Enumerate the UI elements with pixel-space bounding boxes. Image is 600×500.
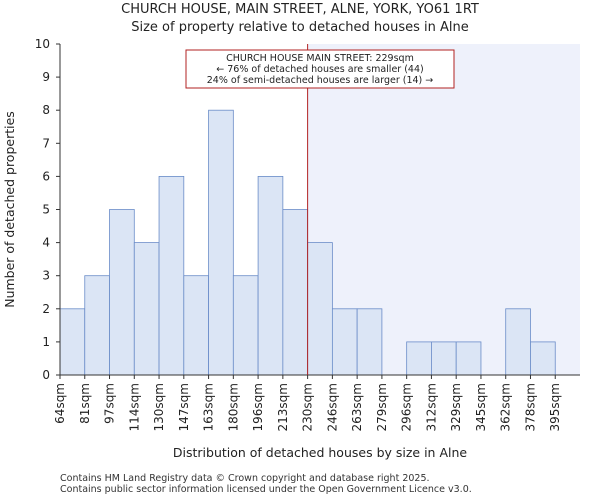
- x-tick-label: 263sqm: [350, 383, 364, 431]
- y-tick-label: 10: [35, 37, 50, 51]
- x-axis-title: Distribution of detached houses by size …: [173, 445, 468, 460]
- y-tick-label: 5: [42, 203, 50, 217]
- annotation-title: CHURCH HOUSE MAIN STREET: 229sqm: [226, 53, 414, 64]
- bar-312sqm: [431, 341, 457, 376]
- bar-246sqm: [331, 308, 358, 376]
- x-tick-label: 395sqm: [548, 383, 562, 431]
- x-tick-label: 296sqm: [400, 383, 414, 431]
- bar-130sqm: [158, 175, 185, 376]
- x-tick-label: 163sqm: [202, 383, 216, 431]
- x-tick-label: 213sqm: [276, 383, 290, 431]
- y-tick-label: 0: [42, 368, 50, 382]
- y-tick-label: 1: [42, 335, 50, 349]
- footer-line-1: Contains HM Land Registry data © Crown c…: [60, 473, 430, 484]
- bar-329sqm: [455, 341, 482, 376]
- histogram-chart: 0 1 2 3 4 5 6 7 8 9 10 64sqm 81sqm 97sqm 114sqm 130sqm 1…: [2, 37, 580, 460]
- x-tick-label: 362sqm: [499, 383, 513, 431]
- bar-147sqm: [183, 275, 209, 376]
- bar-114sqm: [133, 242, 160, 376]
- x-tick-label: 196sqm: [251, 383, 265, 431]
- x-tick-label: 329sqm: [449, 383, 463, 431]
- chart-title: CHURCH HOUSE, MAIN STREET, ALNE, YORK, Y…: [121, 2, 479, 17]
- x-tick-label: 230sqm: [301, 383, 315, 431]
- x-tick-label: 180sqm: [226, 383, 240, 431]
- bar-81sqm: [84, 275, 110, 376]
- bar-180sqm: [232, 275, 259, 376]
- x-tick-label: 312sqm: [424, 383, 438, 431]
- bar-163sqm: [208, 109, 234, 376]
- bar-230sqm: [307, 242, 333, 376]
- y-tick-label: 3: [42, 269, 50, 283]
- y-tick-label: 8: [42, 103, 50, 117]
- bar-213sqm: [282, 209, 309, 376]
- bar-97sqm: [109, 209, 135, 376]
- x-tick-label: 130sqm: [152, 383, 166, 431]
- annotation-box: [185, 49, 455, 89]
- x-tick-label: 81sqm: [78, 383, 92, 424]
- bar-64sqm: [59, 308, 86, 376]
- x-tick-label: 345sqm: [474, 383, 488, 431]
- bar-263sqm: [356, 308, 383, 376]
- bar-296sqm: [406, 341, 432, 376]
- y-axis-title: Number of detached properties: [2, 111, 17, 308]
- bar-196sqm: [257, 175, 284, 376]
- annotation-larger: 24% of semi-detached houses are larger (…: [207, 75, 434, 86]
- annotation-smaller: ← 76% of detached houses are smaller (44…: [216, 64, 423, 75]
- bar-362sqm: [505, 308, 531, 376]
- footer-line-2: Contains public sector information licen…: [60, 484, 472, 495]
- x-tick-label: 114sqm: [127, 383, 141, 431]
- y-tick-label: 4: [42, 236, 50, 250]
- x-tick-label: 378sqm: [523, 383, 537, 431]
- y-tick-label: 7: [42, 136, 50, 150]
- x-tick-label: 279sqm: [375, 383, 389, 431]
- chart-subtitle: Size of property relative to detached ho…: [131, 20, 469, 35]
- bar-378sqm: [530, 341, 556, 376]
- x-tick-label: 147sqm: [177, 383, 191, 431]
- x-tick-label: 246sqm: [325, 383, 339, 431]
- y-tick-label: 6: [42, 169, 50, 183]
- x-tick-label: 97sqm: [103, 383, 117, 424]
- y-tick-label: 2: [42, 302, 50, 316]
- y-tick-label: 9: [42, 70, 50, 84]
- x-tick-label: 64sqm: [53, 383, 67, 424]
